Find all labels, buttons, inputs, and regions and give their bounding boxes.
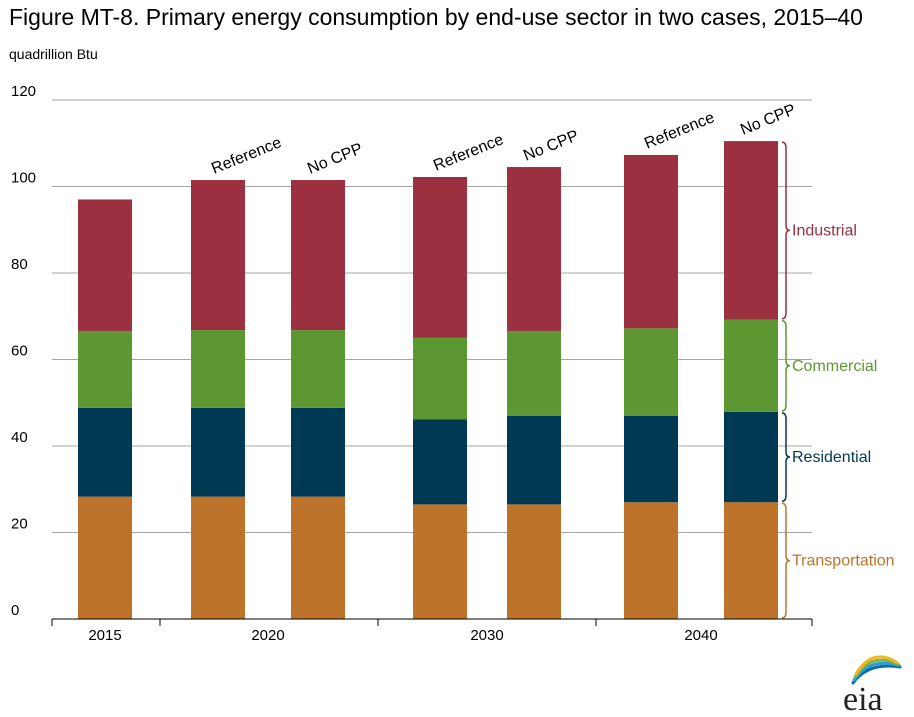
y-tick-label: 80 (11, 256, 28, 273)
bar-segment-transportation (724, 502, 778, 619)
y-tick-label: 40 (11, 429, 28, 446)
case-label: No CPP (305, 140, 365, 177)
y-tick-label: 60 (11, 343, 28, 360)
case-label: Reference (431, 131, 506, 174)
y-axis-unit-label: quadrillion Btu (9, 46, 98, 62)
bar-segment-residential (507, 415, 561, 505)
bar-segment-commercial (78, 330, 132, 408)
x-category-label: 2015 (88, 627, 121, 644)
bar-segment-industrial (724, 141, 778, 320)
bar-segment-residential (291, 407, 345, 497)
bar-segment-transportation (291, 496, 345, 619)
y-tick-label: 100 (11, 170, 36, 187)
bar-segment-residential (413, 419, 467, 505)
y-tick-label: 0 (11, 602, 19, 619)
x-category-label: 2030 (470, 627, 503, 644)
bar-segment-commercial (507, 330, 561, 416)
x-category-label: 2040 (684, 627, 717, 644)
sector-label-industrial: Industrial (792, 222, 857, 239)
y-tick-label: 120 (11, 83, 36, 100)
bar-segment-commercial (191, 330, 245, 408)
chart-title: Figure MT-8. Primary energy consumption … (9, 4, 863, 30)
bar-segment-residential (724, 411, 778, 503)
brace-industrial (781, 141, 791, 320)
case-label: No CPP (521, 127, 581, 164)
case-label: Reference (642, 109, 717, 152)
brace-commercial (781, 319, 791, 412)
eia-logo: eia (843, 655, 902, 717)
sector-label-commercial: Commercial (792, 358, 877, 375)
bar-segment-commercial (291, 330, 345, 408)
bar-segment-residential (624, 415, 678, 503)
sector-label-transportation: Transportation (792, 553, 895, 570)
bar-segment-industrial (507, 167, 561, 331)
logo-text: eia (843, 681, 883, 717)
x-category-label: 2020 (251, 627, 284, 644)
bar-segment-industrial (624, 154, 678, 329)
bar-segment-residential (78, 407, 132, 497)
bar-segment-industrial (413, 176, 467, 338)
bar-segment-commercial (413, 337, 467, 420)
sector-label-residential: Residential (792, 449, 871, 466)
case-label: No CPP (738, 101, 798, 138)
bar-segment-residential (191, 407, 245, 497)
bar-segment-transportation (413, 504, 467, 619)
bar-segment-industrial (78, 199, 132, 331)
bar-segment-transportation (624, 502, 678, 619)
y-tick-label: 20 (11, 516, 28, 533)
bar-segment-transportation (507, 504, 561, 619)
bar-segment-commercial (724, 319, 778, 412)
bar-segment-transportation (191, 496, 245, 619)
bar-segment-industrial (191, 180, 245, 331)
brace-transportation (781, 502, 791, 619)
bar-segment-commercial (624, 328, 678, 416)
case-label: Reference (209, 134, 284, 177)
brace-residential (781, 412, 791, 502)
logo-swoosh (854, 655, 899, 676)
bar-segment-transportation (78, 496, 132, 619)
bar-segment-industrial (291, 180, 345, 331)
